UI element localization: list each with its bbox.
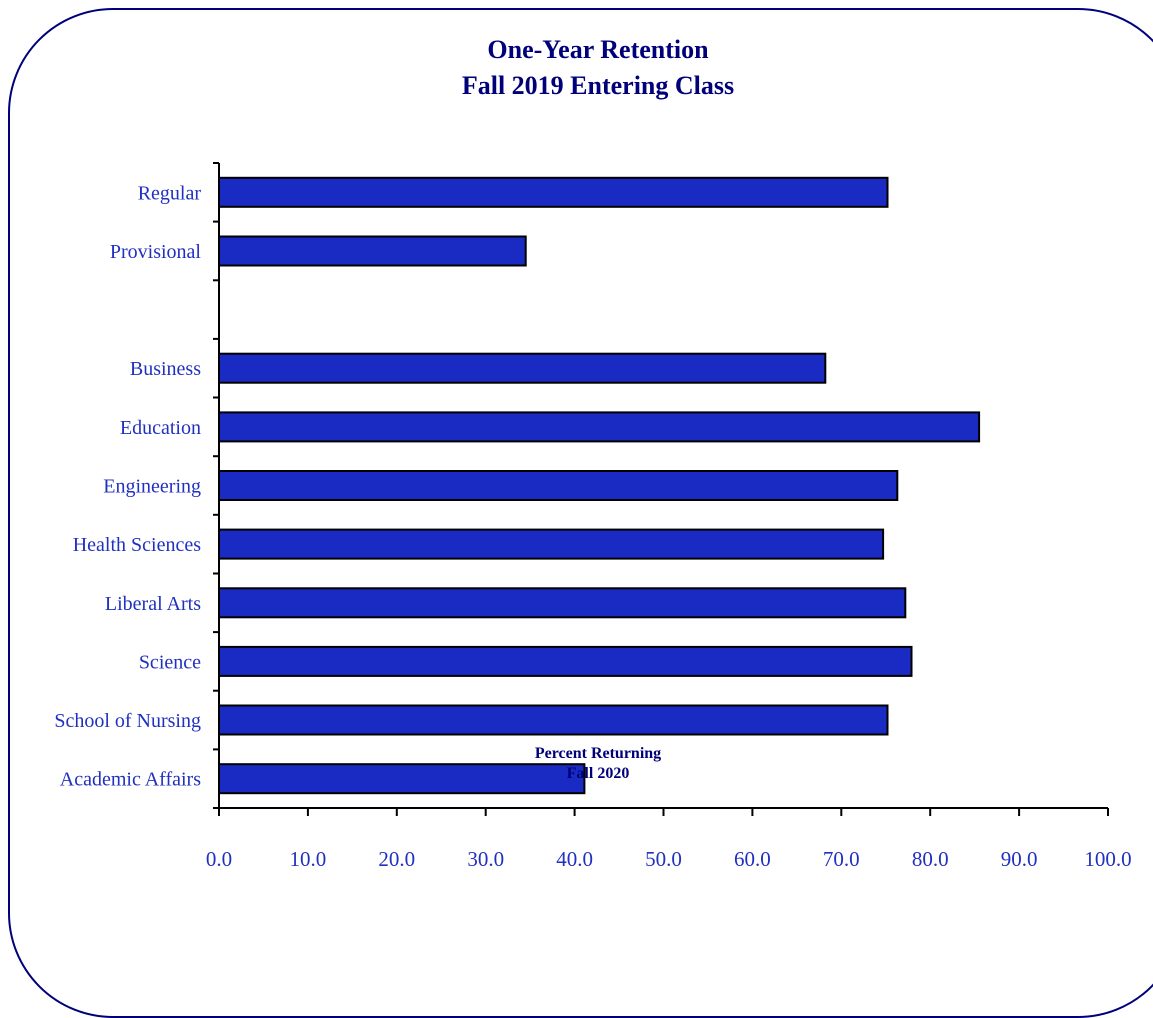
x-tick-label: 40.0 (556, 847, 593, 871)
bar-regular (218, 176, 889, 208)
chart-title-line-1: One-Year Retention (487, 35, 709, 64)
bar-engineering (218, 470, 899, 501)
axes-group (213, 162, 1109, 816)
x-tick-labels-group: 0.0 10.0 20.0 30.0 40.0 50.0 60.0 70.0 80.0 90.0 1… (206, 847, 1132, 871)
x-tick-label: 60.0 (734, 847, 771, 871)
bar-science (218, 645, 913, 677)
bar-education (218, 411, 981, 443)
x-tick-label: 90.0 (1001, 847, 1038, 871)
chart-title: One-Year Retention Fall 2019 Entering Cl… (0, 32, 1153, 104)
bar-provisional (218, 235, 527, 267)
x-tick-label: 70.0 (823, 847, 860, 871)
category-label: Education (120, 417, 201, 439)
bar-chart: Regular Provisional Business Education Engin… (54, 162, 1132, 871)
x-tick-label: 30.0 (467, 847, 504, 871)
category-label: Liberal Arts (105, 593, 201, 615)
category-label: Provisional (110, 241, 202, 263)
chart-title-line-2: Fall 2019 Entering Class (461, 71, 735, 100)
x-tick-label: 80.0 (912, 847, 949, 871)
x-tick-label: 20.0 (378, 847, 415, 871)
chart-frame (8, 8, 1153, 1018)
bars-group (218, 176, 981, 795)
x-tick-label: 50.0 (645, 847, 682, 871)
x-axis-title-line-1: Percent Returning (534, 745, 662, 762)
category-label: Business (130, 358, 201, 380)
x-axis-title: Percent Returning Fall 2020 (0, 744, 1153, 784)
x-tick-label: 0.0 (206, 847, 232, 871)
bar-business (218, 352, 827, 384)
category-labels-group: Regular Provisional Business Education Engin… (54, 182, 201, 790)
category-label: Academic Affairs (60, 769, 201, 791)
category-label: Health Sciences (73, 534, 201, 556)
category-label: School of Nursing (54, 710, 201, 732)
category-label: Regular (138, 182, 202, 204)
x-axis-title-line-2: Fall 2020 (566, 765, 630, 782)
bar-health-sciences (218, 528, 885, 560)
bar-liberal-arts (218, 587, 907, 619)
bar-academic-affairs (218, 763, 586, 795)
category-label: Engineering (103, 476, 201, 498)
x-tick-label: 10.0 (290, 847, 327, 871)
x-tick-label: 100.0 (1084, 847, 1131, 871)
bar-school-of-nursing (218, 704, 889, 736)
category-label: Science (139, 651, 201, 673)
